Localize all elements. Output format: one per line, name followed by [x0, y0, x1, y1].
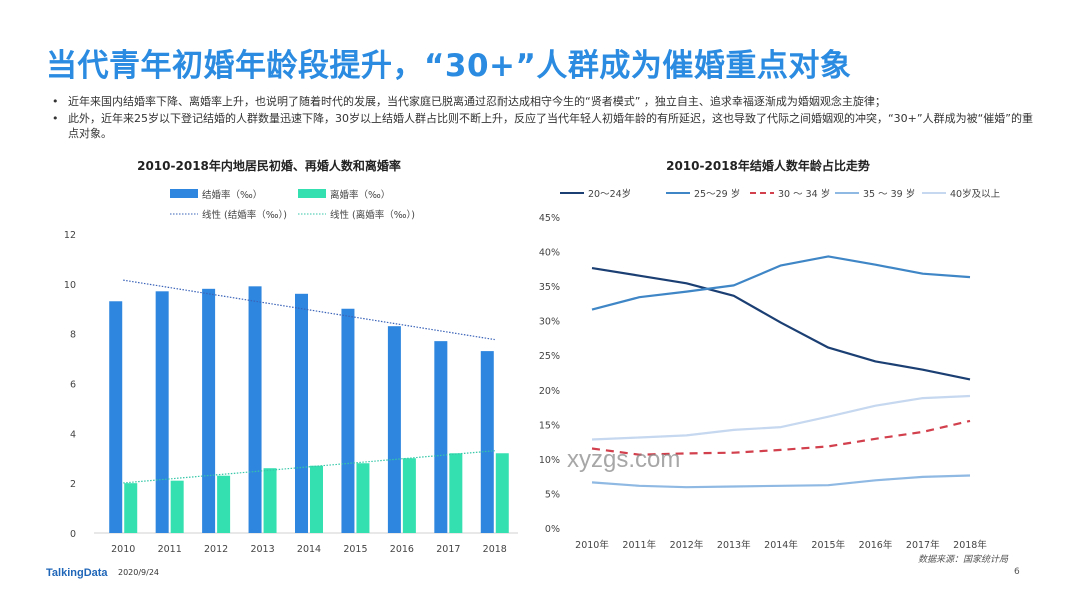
- x-tick-label: 2016: [390, 544, 414, 555]
- trendline: [123, 279, 495, 341]
- x-tick-label: 2010年: [575, 539, 609, 551]
- page-number: 6: [1014, 567, 1020, 577]
- bullet-dot-icon: •: [52, 95, 59, 108]
- bar-marriage-rate: [480, 351, 494, 533]
- series-line: [591, 419, 971, 456]
- legend-label: 线性 (结婚率（‰）): [202, 209, 287, 221]
- y-tick-label: 0%: [545, 524, 560, 535]
- bar-divorce-rate: [310, 465, 323, 533]
- bar-divorce-rate: [263, 468, 277, 533]
- y-tick-label: 40%: [539, 248, 560, 259]
- bullet-list: • 近年来国内结婚率下降、离婚率上升，也说明了随着时代的发展，当代家庭已脱离通过…: [52, 94, 1042, 143]
- x-tick-label: 2017年: [906, 539, 940, 551]
- bar-divorce-rate: [402, 458, 416, 533]
- legend-swatch: [298, 189, 326, 198]
- bullet-text: 此外，近年来25岁以下登记结婚的人群数量迅速下降，30岁以上结婚人群占比则不断上…: [68, 112, 1033, 140]
- bar-divorce-rate: [356, 463, 370, 533]
- x-tick-label: 2011年: [622, 539, 656, 551]
- x-tick-label: 2014年: [764, 539, 798, 551]
- y-tick-label: 10%: [539, 455, 560, 466]
- bar-marriage-rate: [202, 288, 216, 533]
- y-tick-label: 30%: [539, 317, 560, 328]
- x-tick-label: 2013年: [717, 539, 751, 551]
- chart-title: 2010-2018年内地居民初婚、再婚人数和离婚率: [137, 158, 401, 173]
- legend-label: 25～29 岁: [694, 188, 740, 200]
- source-note: 数据来源：国家统计局: [918, 555, 1009, 565]
- x-tick-label: 2015: [343, 544, 367, 555]
- x-tick-label: 2018年: [953, 539, 987, 551]
- bullet-item: • 近年来国内结婚率下降、离婚率上升，也说明了随着时代的发展，当代家庭已脱离通过…: [52, 94, 1042, 109]
- y-tick-label: 15%: [539, 420, 560, 431]
- x-tick-label: 2015年: [811, 539, 845, 551]
- trendline: [123, 450, 495, 484]
- bar-marriage-rate: [295, 293, 308, 533]
- bar-divorce-rate: [449, 453, 463, 533]
- y-tick-label: 20%: [539, 386, 560, 397]
- x-tick-label: 2012: [204, 544, 228, 555]
- bar-divorce-rate: [170, 480, 184, 533]
- legend-label: 结婚率（‰）: [202, 189, 262, 201]
- series-line: [591, 267, 971, 381]
- bullet-item: • 此外，近年来25岁以下登记结婚的人群数量迅速下降，30岁以上结婚人群占比则不…: [52, 111, 1042, 141]
- x-tick-label: 2011: [158, 544, 182, 555]
- age-share-line-chart: 2010-2018年结婚人数年龄占比走势 20～24岁 25～29 岁 30 ～ 34…: [539, 158, 1001, 551]
- legend-label: 离婚率（‰）: [330, 189, 390, 201]
- x-tick-label: 2010: [111, 544, 135, 555]
- series-line: [591, 474, 971, 489]
- bar-marriage-rate: [248, 286, 262, 533]
- x-tick-label: 2012年: [670, 539, 704, 551]
- x-tick-label: 2013: [250, 544, 274, 555]
- y-tick-label: 6: [70, 380, 76, 391]
- bullet-dot-icon: •: [52, 112, 59, 125]
- y-tick-label: 45%: [539, 213, 560, 224]
- bar-marriage-rate: [155, 291, 169, 533]
- x-tick-label: 2017: [436, 544, 460, 555]
- legend-swatch: [170, 189, 198, 198]
- bar-divorce-rate: [495, 453, 509, 533]
- bar-marriage-rate: [109, 301, 123, 533]
- y-tick-label: 5%: [545, 489, 560, 500]
- legend-label: 35 ～ 39 岁: [863, 188, 915, 200]
- y-tick-label: 4: [70, 429, 76, 440]
- watermark: xyzgs.com: [567, 446, 681, 473]
- x-tick-label: 2016年: [859, 539, 893, 551]
- brand-logo: TalkingData: [46, 567, 108, 579]
- series-line: [591, 255, 971, 311]
- y-tick-label: 0: [70, 529, 76, 540]
- y-tick-label: 12: [64, 230, 76, 241]
- page-title: 当代青年初婚年龄段提升，“30+”人群成为催婚重点对象: [46, 48, 852, 84]
- bar-divorce-rate: [124, 483, 138, 533]
- bullet-text: 近年来国内结婚率下降、离婚率上升，也说明了随着时代的发展，当代家庭已脱离通过忍耐…: [68, 95, 886, 108]
- footer-date: 2020/9/24: [118, 568, 160, 577]
- legend-label: 20～24岁: [588, 188, 631, 200]
- x-tick-label: 2018: [483, 544, 507, 555]
- bar-divorce-rate: [217, 475, 231, 533]
- legend-label: 40岁及以上: [950, 188, 1001, 200]
- bar-marriage-rate: [387, 326, 401, 533]
- bar-marriage-rate: [434, 341, 448, 533]
- x-tick-label: 2014: [297, 544, 321, 555]
- chart-title: 2010-2018年结婚人数年龄占比走势: [666, 158, 870, 173]
- legend-label: 30 ～ 34 岁: [778, 188, 830, 200]
- legend-label: 线性 (离婚率（‰）): [330, 209, 415, 221]
- y-tick-label: 35%: [539, 282, 560, 293]
- y-tick-label: 8: [70, 330, 76, 341]
- bar-marriage-rate: [341, 308, 355, 533]
- y-tick-label: 25%: [539, 351, 560, 362]
- y-tick-label: 10: [64, 280, 76, 291]
- y-tick-label: 2: [70, 479, 76, 490]
- series-line: [591, 394, 971, 441]
